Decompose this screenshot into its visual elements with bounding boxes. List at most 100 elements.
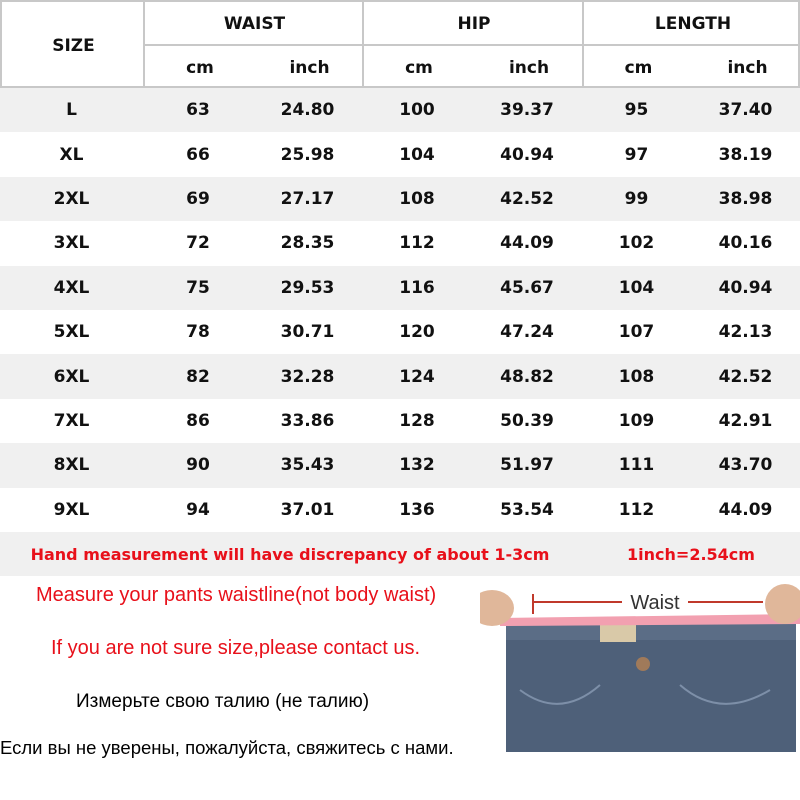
jeans-illustration: Waist bbox=[480, 584, 800, 752]
hip-inch-cell: 50.39 bbox=[500, 410, 554, 431]
table-row: 4XL 75 29.53 116 45.67 104 40.94 bbox=[0, 265, 800, 310]
hip-cm-cell: 120 bbox=[399, 322, 435, 343]
length-inch-cell: 37.40 bbox=[718, 100, 773, 121]
jeans-shape bbox=[506, 622, 796, 752]
waist-inch-cell: 35.43 bbox=[280, 455, 335, 476]
waist-inch-cell: 32.28 bbox=[280, 366, 335, 387]
waist-inch-cell: 37.01 bbox=[280, 499, 335, 520]
hip-header: HIP bbox=[457, 14, 491, 34]
size-cell: 4XL bbox=[53, 277, 90, 298]
waist-cm-cell: 78 bbox=[186, 322, 210, 343]
hip-inch-cell: 51.97 bbox=[500, 455, 554, 476]
waist-inch-cell: 27.17 bbox=[280, 188, 335, 209]
measure-instruction: Measure your pants waistline(not body wa… bbox=[36, 584, 437, 606]
table-row: L 63 24.80 100 39.37 95 37.40 bbox=[0, 88, 800, 133]
size-cell: 3XL bbox=[53, 233, 90, 254]
length-inch-cell: 44.09 bbox=[718, 499, 773, 520]
waist-inch-cell: 29.53 bbox=[280, 277, 335, 298]
hip-cm-cell: 100 bbox=[399, 100, 435, 121]
length-cm-cell: 102 bbox=[618, 233, 655, 254]
hip-inch-cell: 44.09 bbox=[500, 233, 554, 254]
waist-cm-cell: 69 bbox=[186, 188, 210, 209]
waist-header: WAIST bbox=[223, 14, 286, 34]
contact-instruction-ru: Если вы не уверены, пожалуйста, свяжитес… bbox=[0, 737, 454, 758]
length-cm-cell: 111 bbox=[618, 455, 655, 476]
hip-inch-cell: 39.37 bbox=[500, 100, 554, 121]
discrepancy-note: Hand measurement will have discrepancy o… bbox=[30, 544, 550, 564]
hip-cm-cell: 128 bbox=[399, 410, 435, 431]
waist-cm-cell: 90 bbox=[186, 455, 210, 476]
hip-cm-cell: 112 bbox=[399, 233, 435, 254]
table-row: 6XL 82 32.28 124 48.82 108 42.52 bbox=[0, 354, 800, 399]
hip-cm-cell: 116 bbox=[399, 277, 435, 298]
size-cell: 8XL bbox=[53, 455, 90, 476]
unit-header: cm bbox=[624, 58, 653, 78]
measuring-tape bbox=[500, 614, 800, 626]
unit-header: inch bbox=[508, 58, 550, 78]
hip-cm-cell: 108 bbox=[399, 188, 435, 209]
waist-inch-cell: 28.35 bbox=[280, 233, 335, 254]
table-row: 8XL 90 35.43 132 51.97 111 43.70 bbox=[0, 443, 800, 488]
divider bbox=[143, 44, 800, 46]
hip-inch-cell: 47.24 bbox=[500, 322, 554, 343]
table-row: 7XL 86 33.86 128 50.39 109 42.91 bbox=[0, 399, 800, 443]
waist-cm-cell: 72 bbox=[186, 233, 210, 254]
button-icon bbox=[636, 657, 650, 671]
length-cm-cell: 95 bbox=[624, 100, 649, 121]
waist-cm-cell: 75 bbox=[186, 277, 210, 298]
contact-instruction: If you are not sure size,please contact … bbox=[51, 637, 421, 659]
size-cell: 5XL bbox=[53, 322, 90, 343]
unit-header: inch bbox=[289, 58, 330, 78]
waist-inch-cell: 33.86 bbox=[280, 410, 335, 431]
note-bar: Hand measurement will have discrepancy o… bbox=[0, 532, 800, 576]
table-row: 2XL 69 27.17 108 42.52 99 38.98 bbox=[0, 176, 800, 222]
length-inch-cell: 38.19 bbox=[718, 144, 773, 165]
measure-instruction-ru: Измерьте свою талию (не талию) bbox=[76, 691, 370, 712]
unit-header: cm bbox=[405, 58, 433, 78]
size-cell: XL bbox=[59, 144, 84, 165]
table-row: XL 66 25.98 104 40.94 97 38.19 bbox=[0, 132, 800, 176]
size-cell: 6XL bbox=[53, 366, 90, 387]
table-header: SIZE WAIST HIP LENGTH cm inch cm inch cm… bbox=[0, 0, 800, 88]
hip-inch-cell: 48.82 bbox=[500, 366, 554, 387]
unit-header: cm bbox=[186, 58, 214, 78]
length-cm-cell: 108 bbox=[618, 366, 655, 387]
length-inch-cell: 38.98 bbox=[718, 188, 773, 209]
length-inch-cell: 42.13 bbox=[718, 322, 773, 343]
conversion-note: 1inch=2.54cm bbox=[627, 544, 755, 564]
length-cm-cell: 112 bbox=[618, 499, 655, 520]
hip-cm-cell: 132 bbox=[399, 455, 435, 476]
size-cell: L bbox=[66, 100, 77, 121]
waist-inch-cell: 30.71 bbox=[280, 322, 335, 343]
length-inch-cell: 40.94 bbox=[718, 277, 773, 298]
size-cell: 2XL bbox=[53, 188, 90, 209]
waist-label: Waist bbox=[630, 592, 680, 614]
table-row: 3XL 72 28.35 112 44.09 102 40.16 bbox=[0, 221, 800, 265]
length-inch-cell: 42.52 bbox=[718, 366, 773, 387]
hip-inch-cell: 53.54 bbox=[500, 499, 554, 520]
unit-header: inch bbox=[727, 58, 768, 78]
length-inch-cell: 43.70 bbox=[718, 455, 773, 476]
hip-cm-cell: 104 bbox=[399, 144, 435, 165]
length-cm-cell: 109 bbox=[618, 410, 655, 431]
waist-cm-cell: 63 bbox=[186, 100, 210, 121]
size-cell: 9XL bbox=[53, 499, 90, 520]
length-inch-cell: 40.16 bbox=[718, 233, 773, 254]
jeans-label bbox=[600, 624, 636, 642]
hip-cm-cell: 136 bbox=[399, 499, 435, 520]
length-cm-cell: 107 bbox=[618, 322, 655, 343]
length-inch-cell: 42.91 bbox=[718, 410, 773, 431]
size-header: SIZE bbox=[52, 36, 95, 56]
jeans-waist-photo: Waist bbox=[480, 580, 800, 752]
waist-cm-cell: 82 bbox=[186, 366, 210, 387]
length-cm-cell: 104 bbox=[618, 277, 655, 298]
waist-inch-cell: 24.80 bbox=[280, 100, 335, 121]
table-row: 9XL 94 37.01 136 53.54 112 44.09 bbox=[0, 488, 800, 532]
hip-inch-cell: 40.94 bbox=[500, 144, 554, 165]
left-hand bbox=[480, 590, 514, 626]
waist-inch-cell: 25.98 bbox=[280, 144, 335, 165]
waist-cm-cell: 86 bbox=[186, 410, 210, 431]
waist-cm-cell: 66 bbox=[186, 144, 210, 165]
length-cm-cell: 99 bbox=[624, 188, 649, 209]
waist-cm-cell: 94 bbox=[186, 499, 210, 520]
